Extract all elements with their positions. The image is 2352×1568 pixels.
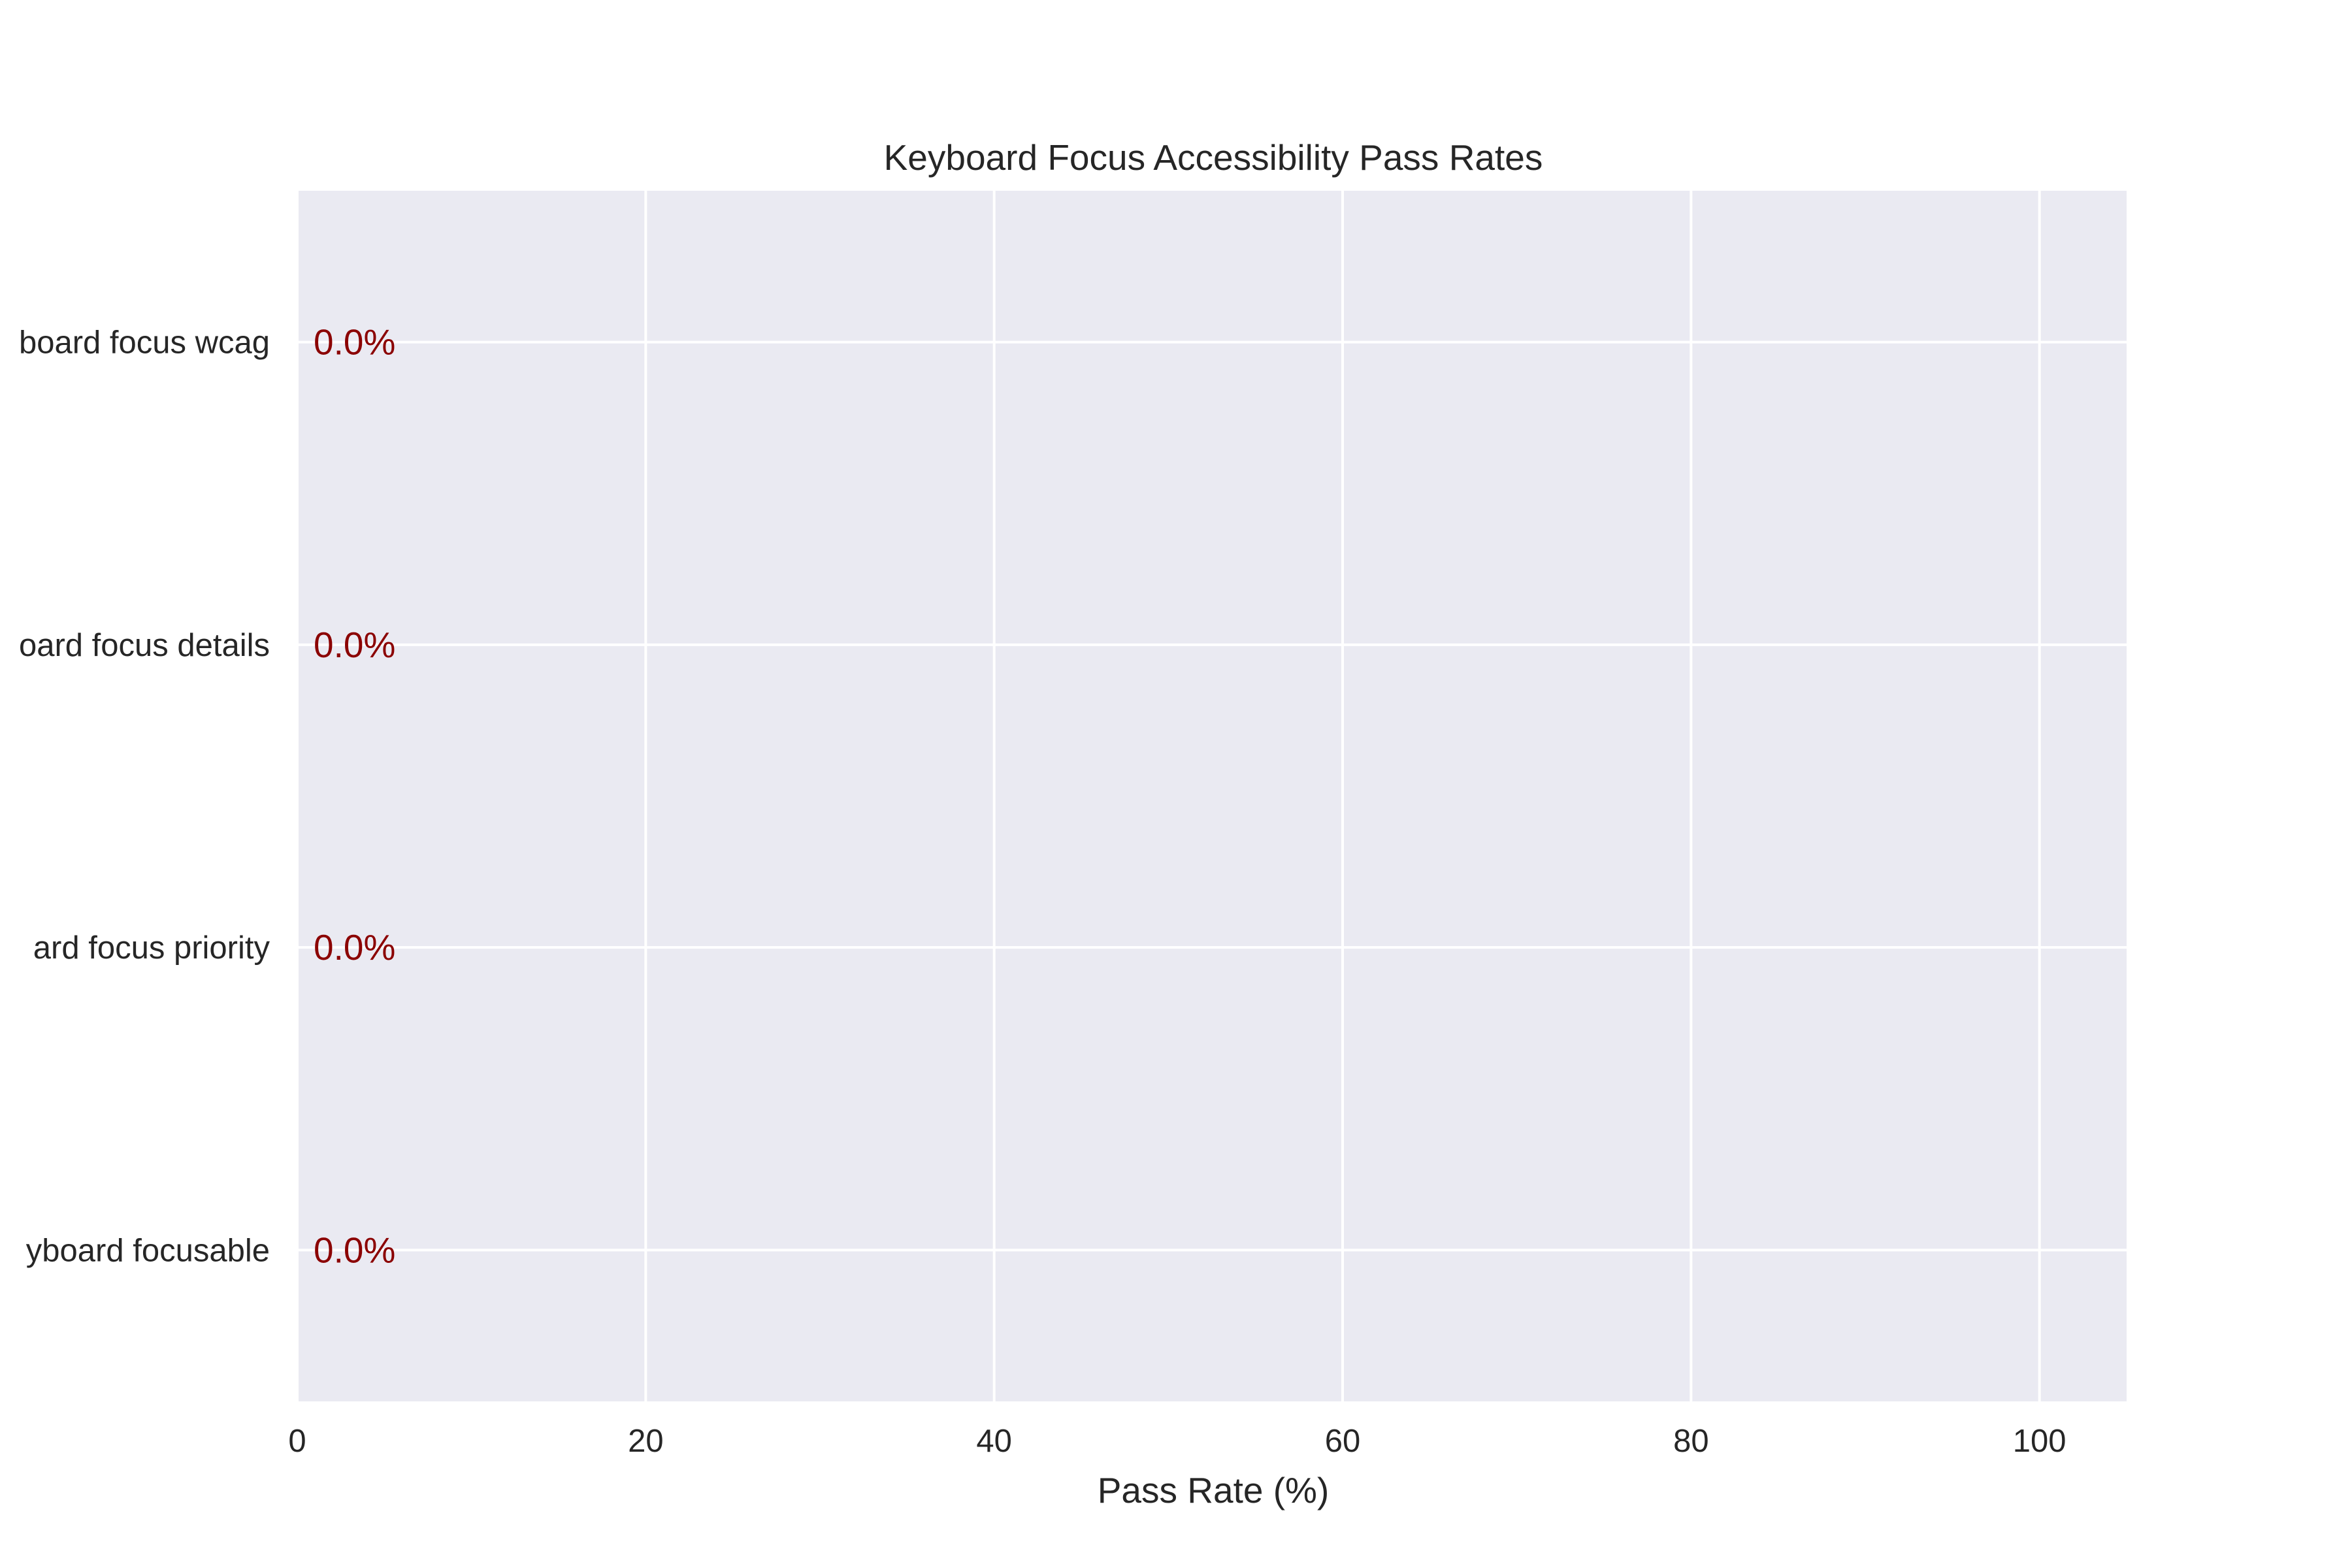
y-tick-labels: board focus wcag oard focus details ard fo… [19, 325, 270, 1269]
value-labels: 0.0% 0.0% 0.0% 0.0% [314, 322, 395, 1271]
y-tick-label: ard focus priority [33, 930, 270, 966]
grid-lines [296, 191, 2127, 1401]
bar-value-label: 0.0% [314, 927, 395, 968]
y-tick-label: yboard focusable [26, 1233, 270, 1268]
x-tick-label: 100 [2013, 1424, 2066, 1459]
y-tick-label: oard focus details [19, 628, 270, 663]
bar-value-label: 0.0% [314, 322, 395, 363]
x-tick-label: 60 [1325, 1424, 1361, 1459]
x-axis-label: Pass Rate (%) [1098, 1470, 1330, 1511]
chart-title: Keyboard Focus Accessibility Pass Rates [884, 137, 1543, 178]
x-tick-label: 0 [288, 1424, 306, 1459]
bar-value-label: 0.0% [314, 625, 395, 665]
x-tick-label: 80 [1673, 1424, 1709, 1459]
y-tick-label: board focus wcag [19, 325, 270, 361]
x-tick-label: 20 [628, 1424, 664, 1459]
plot-area [297, 191, 2127, 1401]
x-tick-labels: 0 20 40 60 80 100 [288, 1424, 2066, 1459]
x-tick-label: 40 [976, 1424, 1012, 1459]
bar-value-label: 0.0% [314, 1230, 395, 1270]
